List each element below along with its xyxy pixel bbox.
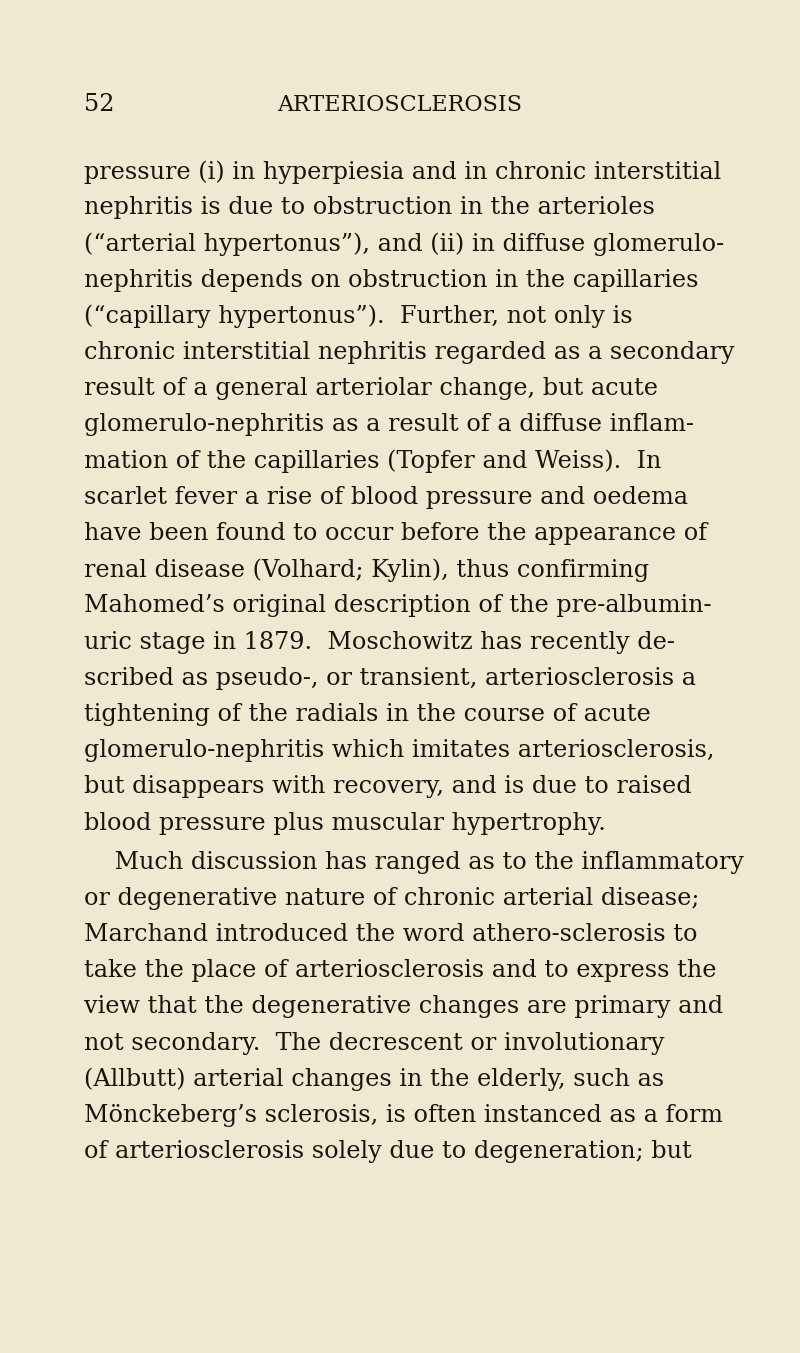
Text: glomerulo-nephritis which imitates arteriosclerosis,: glomerulo-nephritis which imitates arter… (84, 739, 714, 762)
Text: view that the degenerative changes are primary and: view that the degenerative changes are p… (84, 996, 723, 1019)
Text: pressure (i) in hyperpiesia and in chronic interstitial: pressure (i) in hyperpiesia and in chron… (84, 160, 722, 184)
Text: or degenerative nature of chronic arterial disease;: or degenerative nature of chronic arteri… (84, 888, 699, 911)
Text: of arteriosclerosis solely due to degeneration; but: of arteriosclerosis solely due to degene… (84, 1141, 692, 1164)
Text: scarlet fever a rise of blood pressure and oedema: scarlet fever a rise of blood pressure a… (84, 486, 688, 509)
Text: uric stage in 1879.  Moschowitz has recently de-: uric stage in 1879. Moschowitz has recen… (84, 630, 675, 653)
Text: (“arterial hypertonus”), and (ii) in diffuse glomerulo-: (“arterial hypertonus”), and (ii) in dif… (84, 233, 724, 256)
Text: renal disease (Volhard; Kylin), thus confirming: renal disease (Volhard; Kylin), thus con… (84, 559, 649, 582)
Text: have been found to occur before the appearance of: have been found to occur before the appe… (84, 522, 707, 545)
Text: glomerulo-nephritis as a result of a diffuse inflam-: glomerulo-nephritis as a result of a dif… (84, 414, 694, 437)
Text: not secondary.  The decrescent or involutionary: not secondary. The decrescent or involut… (84, 1032, 665, 1055)
Text: Marchand introduced the word athero-sclerosis to: Marchand introduced the word athero-scle… (84, 923, 698, 946)
Text: chronic interstitial nephritis regarded as a secondary: chronic interstitial nephritis regarded … (84, 341, 734, 364)
Text: 52: 52 (84, 93, 114, 116)
Text: blood pressure plus muscular hypertrophy.: blood pressure plus muscular hypertrophy… (84, 812, 606, 835)
Text: Much discussion has ranged as to the inflammatory: Much discussion has ranged as to the inf… (84, 851, 744, 874)
Text: tightening of the radials in the course of acute: tightening of the radials in the course … (84, 704, 650, 727)
Text: scribed as pseudo-, or transient, arteriosclerosis a: scribed as pseudo-, or transient, arteri… (84, 667, 696, 690)
Text: (Allbutt) arterial changes in the elderly, such as: (Allbutt) arterial changes in the elderl… (84, 1068, 664, 1092)
Text: result of a general arteriolar change, but acute: result of a general arteriolar change, b… (84, 377, 658, 400)
Text: (“capillary hypertonus”).  Further, not only is: (“capillary hypertonus”). Further, not o… (84, 304, 633, 329)
Text: nephritis is due to obstruction in the arterioles: nephritis is due to obstruction in the a… (84, 196, 655, 219)
Text: take the place of arteriosclerosis and to express the: take the place of arteriosclerosis and t… (84, 959, 717, 982)
Text: Mönckeberg’s sclerosis, is often instanced as a form: Mönckeberg’s sclerosis, is often instanc… (84, 1104, 723, 1127)
Text: mation of the capillaries (Topfer and Weiss).  In: mation of the capillaries (Topfer and We… (84, 449, 662, 474)
Text: nephritis depends on obstruction in the capillaries: nephritis depends on obstruction in the … (84, 269, 698, 292)
Text: but disappears with recovery, and is due to raised: but disappears with recovery, and is due… (84, 775, 692, 798)
Text: ARTERIOSCLEROSIS: ARTERIOSCLEROSIS (278, 93, 522, 116)
Text: Mahomed’s original description of the pre-albumin-: Mahomed’s original description of the pr… (84, 594, 711, 617)
